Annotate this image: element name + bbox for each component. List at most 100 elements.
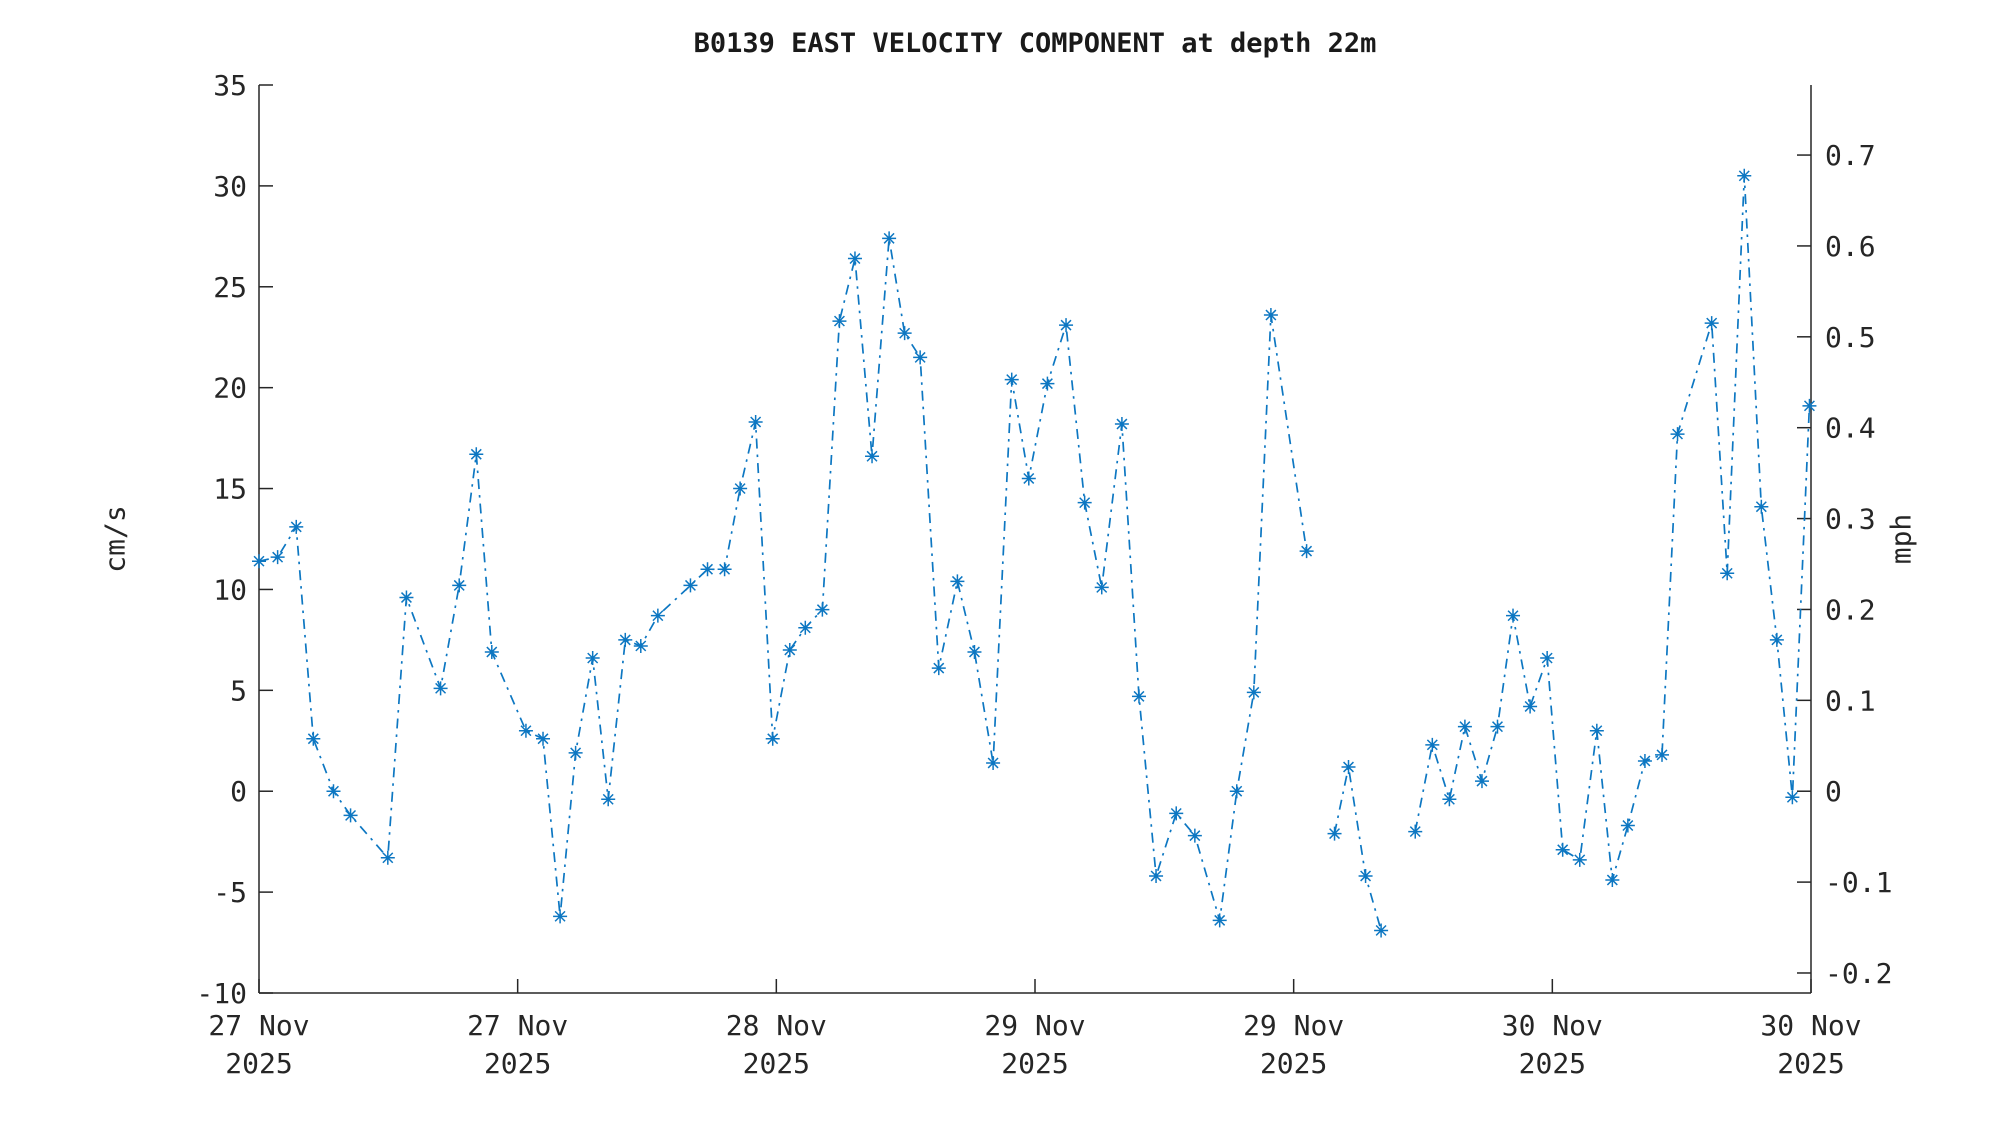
data-point-marker bbox=[380, 850, 395, 865]
data-point-marker bbox=[733, 481, 748, 496]
data-point-marker bbox=[289, 519, 304, 534]
data-point-marker bbox=[1212, 913, 1227, 928]
data-point-marker bbox=[1059, 318, 1074, 333]
x-axis-tick-label-year: 2025 bbox=[743, 1047, 810, 1080]
data-point-marker bbox=[1720, 566, 1735, 581]
left-axis-tick-label: 10 bbox=[213, 573, 247, 606]
data-point-marker bbox=[865, 449, 880, 464]
right-axis-tick-label: 0.1 bbox=[1825, 684, 1876, 717]
data-point-marker bbox=[782, 642, 797, 657]
data-point-marker bbox=[1620, 818, 1635, 833]
x-axis-tick-label-year: 2025 bbox=[1777, 1047, 1844, 1080]
x-axis-tick-label-year: 2025 bbox=[1260, 1047, 1327, 1080]
x-axis-tick-label-date: 27 Nov bbox=[208, 1009, 309, 1042]
right-axis-tick-label: -0.1 bbox=[1825, 866, 1892, 899]
x-axis-tick-label-date: 30 Nov bbox=[1502, 1009, 1603, 1042]
data-point-marker bbox=[1490, 719, 1505, 734]
data-point-marker bbox=[1187, 828, 1202, 843]
data-point-marker bbox=[1169, 806, 1184, 821]
data-point-marker bbox=[1425, 737, 1440, 752]
velocity-series-line bbox=[1333, 766, 1382, 931]
data-point-marker bbox=[1506, 608, 1521, 623]
data-point-marker bbox=[1785, 790, 1800, 805]
data-point-marker bbox=[306, 731, 321, 746]
chart-title: B0139 EAST VELOCITY COMPONENT at depth 2… bbox=[693, 28, 1377, 59]
data-point-marker bbox=[717, 562, 732, 577]
data-point-marker bbox=[1769, 632, 1784, 647]
data-point-marker bbox=[1457, 719, 1472, 734]
right-axis-tick-label: -0.2 bbox=[1825, 957, 1892, 990]
data-point-marker bbox=[1670, 427, 1685, 442]
x-axis-tick-label-date: 28 Nov bbox=[726, 1009, 827, 1042]
data-point-marker bbox=[469, 447, 484, 462]
data-point-marker bbox=[633, 638, 648, 653]
data-point-marker bbox=[568, 745, 583, 760]
data-point-marker bbox=[1263, 308, 1278, 323]
data-point-marker bbox=[1077, 495, 1092, 510]
x-axis-tick-label-date: 29 Nov bbox=[984, 1009, 1085, 1042]
data-point-marker bbox=[950, 574, 965, 589]
data-point-marker bbox=[1229, 784, 1244, 799]
left-axis-tick-label: 5 bbox=[230, 674, 247, 707]
data-point-marker bbox=[343, 808, 358, 823]
data-point-marker bbox=[1737, 168, 1752, 183]
data-point-marker bbox=[1094, 580, 1109, 595]
right-axis-tick-label: 0.6 bbox=[1825, 230, 1876, 263]
x-axis-tick-label-year: 2025 bbox=[484, 1047, 551, 1080]
left-axis-tick-label: -5 bbox=[213, 876, 247, 909]
data-point-marker bbox=[252, 554, 266, 569]
data-point-marker bbox=[847, 251, 862, 266]
data-point-marker bbox=[683, 578, 698, 593]
data-point-marker bbox=[601, 792, 616, 807]
data-point-marker bbox=[452, 578, 467, 593]
right-axis-tick-label: 0.5 bbox=[1825, 321, 1876, 354]
data-point-marker bbox=[815, 602, 830, 617]
data-point-marker bbox=[518, 723, 533, 738]
data-point-marker bbox=[1246, 685, 1261, 700]
data-point-marker bbox=[433, 681, 448, 696]
left-axis-tick-label: 35 bbox=[213, 69, 247, 102]
data-point-marker bbox=[270, 550, 285, 565]
x-axis-tick-label-year: 2025 bbox=[225, 1047, 292, 1080]
data-point-marker bbox=[748, 414, 763, 429]
data-point-marker bbox=[1149, 868, 1164, 883]
left-axis-tick-label: -10 bbox=[196, 977, 247, 1010]
data-point-marker bbox=[326, 784, 341, 799]
data-point-marker bbox=[1327, 826, 1342, 841]
right-axis-tick-label: 0.3 bbox=[1825, 503, 1876, 536]
data-point-marker bbox=[484, 644, 499, 659]
data-point-marker bbox=[585, 651, 600, 666]
left-axis-tick-label: 30 bbox=[213, 170, 247, 203]
data-point-marker bbox=[1523, 699, 1538, 714]
data-point-marker bbox=[1442, 792, 1457, 807]
left-axis-tick-label: 20 bbox=[213, 372, 247, 405]
data-point-marker bbox=[1004, 372, 1019, 387]
data-point-marker bbox=[1358, 868, 1373, 883]
right-axis-tick-label: 0.4 bbox=[1825, 412, 1876, 445]
data-point-marker bbox=[1374, 923, 1389, 938]
data-point-marker bbox=[882, 231, 897, 246]
left-axis-tick-label: 25 bbox=[213, 271, 247, 304]
data-point-marker bbox=[765, 731, 780, 746]
data-point-marker bbox=[1131, 689, 1146, 704]
data-point-marker bbox=[986, 755, 1001, 770]
data-point-marker bbox=[1589, 723, 1604, 738]
data-point-marker bbox=[700, 562, 715, 577]
data-point-marker bbox=[1572, 852, 1587, 867]
data-point-marker bbox=[1040, 376, 1055, 391]
data-point-marker bbox=[1605, 873, 1620, 888]
x-axis-tick-label-date: 27 Nov bbox=[467, 1009, 568, 1042]
data-point-marker bbox=[798, 620, 813, 635]
data-point-marker bbox=[1114, 416, 1129, 431]
data-point-marker bbox=[931, 661, 946, 676]
velocity-series-line bbox=[258, 238, 1308, 921]
right-axis-tick-label: 0.7 bbox=[1825, 139, 1876, 172]
data-point-marker bbox=[1704, 316, 1719, 331]
x-axis-tick-label-date: 30 Nov bbox=[1760, 1009, 1861, 1042]
left-axis-tick-label: 15 bbox=[213, 473, 247, 506]
data-point-marker bbox=[650, 608, 665, 623]
x-axis-tick-label-date: 29 Nov bbox=[1243, 1009, 1344, 1042]
data-point-marker bbox=[967, 644, 982, 659]
